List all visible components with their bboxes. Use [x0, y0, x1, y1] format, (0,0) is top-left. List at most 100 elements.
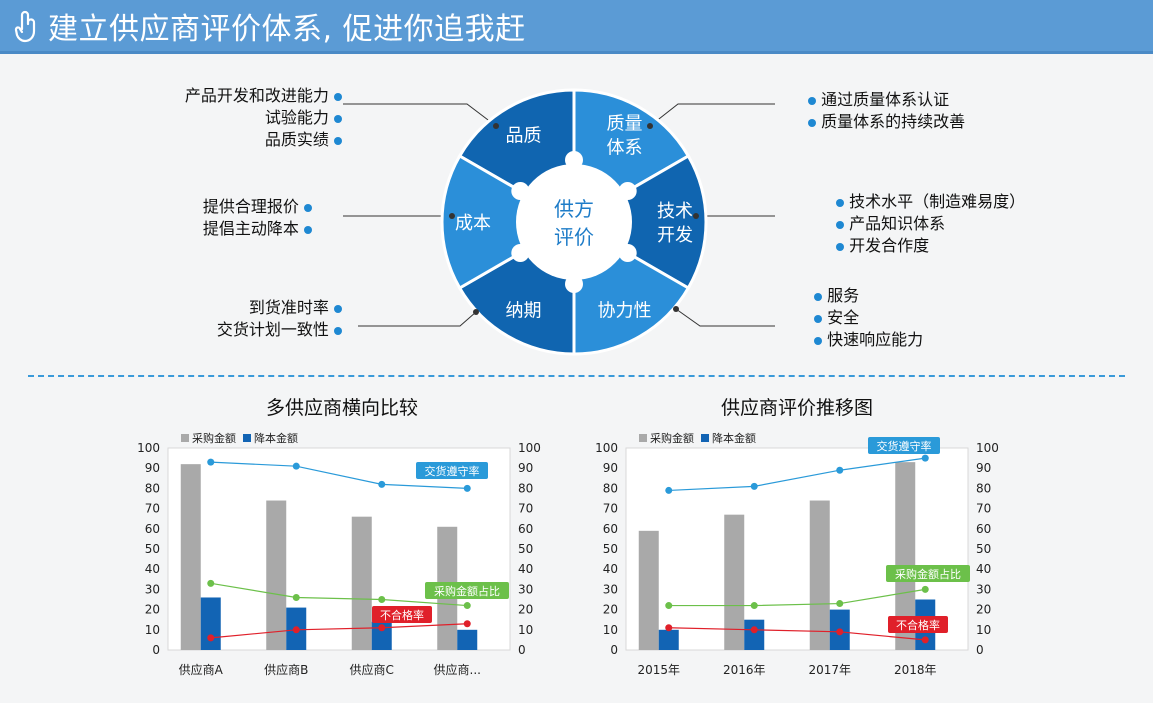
puzzle-knob [618, 244, 637, 262]
y-tick-label-left: 90 [603, 461, 618, 475]
bullet-icon [334, 136, 342, 145]
bullet-icon [304, 203, 312, 212]
point-purchase-share [665, 602, 673, 610]
y-tick-label-right: 90 [976, 461, 991, 475]
annotation-system: 通过质量体系认证 质量体系的持续改善 [808, 89, 965, 133]
y-tick-label-left: 70 [145, 502, 160, 516]
y-tick-label-left: 80 [145, 481, 160, 495]
y-tick-label-left: 40 [145, 562, 160, 576]
bullet-icon [836, 220, 844, 229]
line-defect-rate [210, 623, 468, 639]
wheel-segment-label: 技术 [657, 201, 693, 222]
chart-2-title: 供应商评价推移图 [721, 397, 874, 419]
bar-purchase [266, 500, 287, 650]
legend-costdown: 降本金额 [712, 431, 756, 445]
annotation-text: 产品知识体系 [849, 214, 946, 233]
annotation-text: 产品开发和改进能力 [184, 86, 329, 105]
legend-swatch-purchase [181, 434, 189, 442]
bar-purchase [809, 500, 830, 650]
y-tick-label-left: 70 [603, 502, 618, 516]
y-tick-label-left: 100 [595, 441, 618, 455]
connector-dot [449, 213, 455, 219]
y-tick-label-left: 30 [145, 582, 160, 596]
annotation-cost: 提供合理报价 提倡主动降本 [203, 196, 312, 240]
annotation-delivery: 到货准时率 交货计划一致性 [217, 297, 342, 341]
annotation-text: 交货计划一致性 [216, 320, 329, 339]
y-tick-label-right: 70 [518, 502, 533, 516]
y-tick-label-right: 100 [976, 441, 999, 455]
bar-costdown [744, 619, 765, 650]
y-tick-label-right: 90 [518, 461, 533, 475]
line-purchase-share [668, 588, 926, 607]
bullet-icon [814, 314, 822, 323]
y-tick-label-right: 0 [976, 643, 984, 657]
badge-delivery-rate-label: 交货遵守率 [425, 464, 480, 478]
y-tick-label-right: 20 [976, 603, 991, 617]
bullet-icon [836, 242, 844, 251]
y-tick-label-left: 90 [145, 461, 160, 475]
wheel-segment-label: 纳期 [506, 300, 542, 321]
wheel-segment-label: 体系 [607, 138, 643, 159]
point-delivery-rate [378, 480, 386, 488]
y-tick-label-right: 60 [976, 522, 991, 536]
connector-line [343, 103, 497, 127]
chart-evaluation-trend: 0 0 10 10 20 20 30 30 40 40 50 50 60 60 70 70 80 80 90 90 10… [595, 431, 999, 677]
header-bar: 建立供应商评价体系, 促进你追我赶 [0, 0, 1153, 54]
y-tick-label-left: 20 [603, 603, 618, 617]
badge-defect-rate [372, 606, 432, 623]
point-delivery-rate [921, 454, 929, 462]
y-tick-label-right: 10 [518, 623, 533, 637]
badge-purchase-share-label: 采购金额占比 [895, 567, 961, 581]
annotation-text: 试验能力 [264, 108, 329, 127]
y-tick-label-right: 50 [976, 542, 991, 556]
bullet-icon [814, 336, 822, 345]
connector-line [649, 103, 775, 127]
point-purchase-share [463, 602, 471, 610]
y-tick-label-left: 60 [603, 522, 618, 536]
point-defect-rate [207, 634, 215, 642]
x-tick-label: 供应商A [179, 662, 224, 677]
y-tick-label-right: 40 [976, 562, 991, 576]
bar-purchase [724, 514, 745, 650]
bar-costdown [371, 621, 392, 650]
badge-delivery-rate [416, 462, 488, 479]
connector-line [675, 308, 775, 327]
point-purchase-share [836, 600, 844, 608]
y-tick-label-right: 10 [976, 623, 991, 637]
section-divider [28, 375, 1125, 377]
hand-pointer-icon [14, 10, 36, 42]
y-tick-label-right: 80 [518, 481, 533, 495]
badge-defect-rate-label: 不合格率 [380, 608, 424, 622]
puzzle-knob [511, 182, 530, 200]
bar-costdown [200, 597, 221, 650]
y-tick-label-left: 10 [603, 623, 618, 637]
annotation-text: 开发合作度 [849, 236, 930, 255]
point-purchase-share [378, 596, 386, 603]
legend-swatch-costdown [243, 434, 251, 442]
x-tick-label: 2016年 [723, 663, 766, 677]
bullet-icon [814, 292, 822, 301]
wheel-segment-label: 成本 [455, 213, 491, 234]
bullet-icon [808, 96, 816, 105]
point-defect-rate [463, 620, 471, 628]
wheel-center-label-2: 评价 [554, 225, 594, 249]
bullet-icon [334, 92, 342, 101]
y-tick-label-left: 50 [145, 542, 160, 556]
wheel-segment-label: 质量 [607, 114, 643, 135]
legend-purchase: 采购金额 [650, 431, 694, 445]
page-title: 建立供应商评价体系, 促进你追我赶 [48, 11, 526, 47]
bullet-icon [808, 118, 816, 127]
y-tick-label-right: 30 [976, 582, 991, 596]
point-purchase-share [292, 593, 300, 601]
point-defect-rate [378, 624, 386, 632]
bar-costdown [457, 629, 478, 650]
badge-delivery-rate-label: 交货遵守率 [877, 439, 932, 453]
connector-lines [343, 103, 775, 327]
y-tick-label-right: 100 [518, 441, 541, 455]
x-tick-label: 2018年 [894, 663, 937, 677]
x-tick-label: 供应商C [350, 662, 394, 677]
annotation-text: 质量体系的持续改善 [821, 112, 966, 131]
badge-defect-rate-label: 不合格率 [896, 618, 940, 632]
annotation-text: 提供合理报价 [202, 197, 299, 216]
bullet-icon [334, 304, 342, 313]
